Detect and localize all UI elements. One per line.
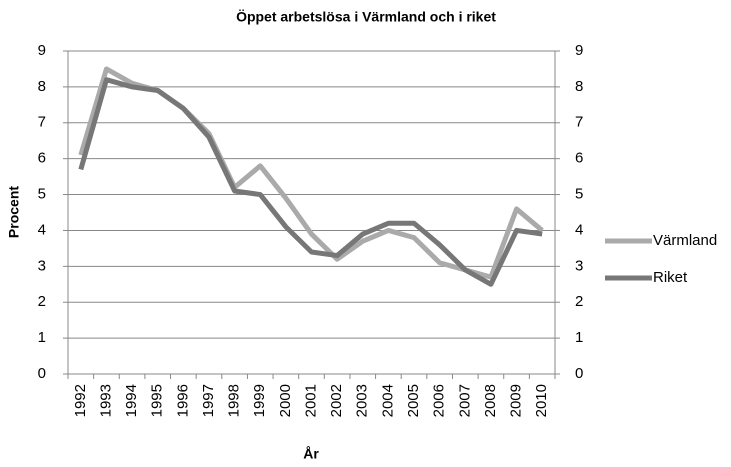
y-tick-label: 8 xyxy=(38,78,46,95)
x-tick-label: 2006 xyxy=(431,384,448,417)
y-tick-label: 9 xyxy=(38,42,46,59)
legend-label: Värmland xyxy=(653,232,717,249)
x-tick-label: 1993 xyxy=(97,384,114,417)
legend-label: Riket xyxy=(653,269,688,286)
y2-tick-label: 9 xyxy=(575,42,583,59)
x-tick-label: 2007 xyxy=(456,384,473,417)
x-tick-label: 1996 xyxy=(174,384,191,417)
y-tick-label: 7 xyxy=(38,114,46,131)
y-tick-label: 2 xyxy=(38,293,46,310)
x-tick-label: 2003 xyxy=(354,384,371,417)
x-tick-label: 1998 xyxy=(226,384,243,417)
y2-tick-label: 3 xyxy=(575,257,583,274)
y2-tick-label: 6 xyxy=(575,150,583,167)
y-tick-label: 0 xyxy=(38,365,46,382)
x-tick-label: 1997 xyxy=(200,384,217,417)
x-tick-label: 2000 xyxy=(277,384,294,417)
x-tick-label: 2004 xyxy=(379,384,396,417)
x-tick-label: 2009 xyxy=(508,384,525,417)
y-tick-label: 3 xyxy=(38,257,46,274)
x-axis-label: År xyxy=(303,446,319,462)
y-tick-label: 4 xyxy=(38,221,46,238)
x-tick-label: 2008 xyxy=(482,384,499,417)
y2-tick-label: 4 xyxy=(575,221,583,238)
y2-tick-label: 5 xyxy=(575,186,583,203)
x-tick-label: 2005 xyxy=(405,384,422,417)
chart-title: Öppet arbetslösa i Värmland och i riket xyxy=(236,9,496,25)
x-tick-label: 2010 xyxy=(533,384,550,417)
y-tick-label: 1 xyxy=(38,329,46,346)
series-line xyxy=(78,77,543,287)
y-tick-label: 5 xyxy=(38,186,46,203)
y2-tick-label: 8 xyxy=(575,78,583,95)
y-tick-label: 6 xyxy=(38,150,46,167)
y2-tick-label: 7 xyxy=(575,114,583,131)
x-tick-label: 2001 xyxy=(302,384,319,417)
x-tick-label: 1992 xyxy=(72,384,89,417)
y2-tick-label: 1 xyxy=(575,329,583,346)
y2-tick-label: 0 xyxy=(575,365,583,382)
x-tick-label: 2002 xyxy=(328,384,345,417)
y-axis-label: Procent xyxy=(6,186,22,238)
x-tick-label: 1994 xyxy=(123,384,140,417)
x-tick-label: 1995 xyxy=(149,384,166,417)
y2-tick-label: 2 xyxy=(575,293,583,310)
x-tick-label: 1999 xyxy=(251,384,268,417)
